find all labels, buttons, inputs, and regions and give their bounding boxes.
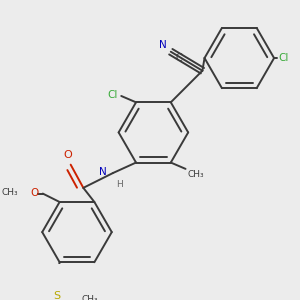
Text: H: H	[116, 181, 122, 190]
Text: Cl: Cl	[108, 90, 118, 100]
Text: C: C	[175, 53, 182, 63]
Text: Cl: Cl	[278, 53, 289, 63]
Text: O: O	[30, 188, 38, 197]
Text: CH₃: CH₃	[188, 170, 204, 179]
Text: O: O	[63, 150, 72, 161]
Text: CH₃: CH₃	[82, 295, 98, 300]
Text: N: N	[159, 40, 167, 50]
Text: CH₃: CH₃	[2, 188, 19, 197]
Text: N: N	[99, 167, 106, 177]
Text: S: S	[53, 291, 60, 300]
